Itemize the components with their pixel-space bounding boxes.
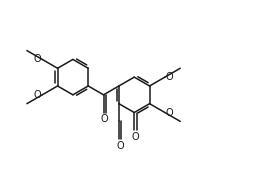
Text: O: O — [116, 141, 124, 151]
Text: O: O — [34, 90, 41, 100]
Text: O: O — [166, 107, 173, 117]
Text: O: O — [101, 115, 108, 125]
Text: O: O — [166, 72, 173, 82]
Text: O: O — [131, 132, 139, 142]
Text: O: O — [34, 54, 41, 64]
